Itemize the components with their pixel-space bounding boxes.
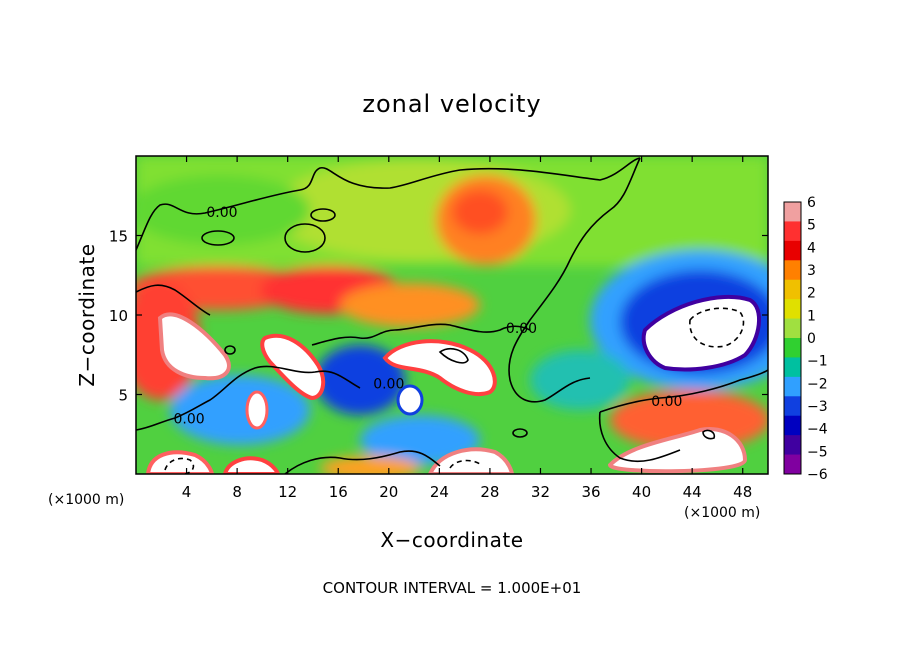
colorbar-label-9: −3 — [807, 399, 828, 415]
colorbar-segment-2 — [784, 240, 801, 261]
contour-label-0: 0.00 — [206, 205, 237, 221]
core-left — [157, 312, 231, 381]
colorbar-label-5: 1 — [807, 308, 816, 324]
y-axis-title: Z−coordinate — [75, 243, 99, 386]
zero-contour-lower-right-drop — [598, 411, 681, 463]
zero-contour-island-a — [201, 230, 235, 246]
x-tick-label-40: 40 — [632, 483, 651, 501]
colorbar-segment-11 — [784, 415, 801, 436]
zero-contours — [136, 157, 768, 474]
x-tick-label-36: 36 — [581, 483, 600, 501]
colorbar-segment-7 — [784, 338, 801, 358]
colorbar-segment-12 — [784, 435, 801, 456]
colorbar-segment-8 — [784, 357, 801, 378]
contour-labels: 0.00 0.00 0.00 0.00 0.00 — [174, 205, 683, 428]
colorbar-label-11: −5 — [807, 444, 828, 460]
negative-contour-right — [689, 307, 745, 348]
colorbar-label-0: 6 — [807, 195, 816, 211]
colorbar-segment-3 — [784, 260, 801, 281]
x-tick-label-44: 44 — [683, 483, 702, 501]
x-left-unit-label: (×1000 m) — [48, 492, 124, 508]
colorbar-label-2: 4 — [807, 240, 816, 256]
colorbar-segment-5 — [784, 299, 801, 320]
field-upper-left-green — [136, 175, 310, 245]
negative-contour-bottom-left — [164, 457, 195, 474]
core-center-left — [260, 333, 326, 401]
contour-label-2: 0.00 — [373, 377, 404, 393]
core-bottom-left — [145, 450, 215, 474]
x-tick-label-28: 28 — [480, 483, 499, 501]
field-orange-band — [340, 283, 480, 327]
chart-title: zonal velocity — [362, 90, 541, 118]
x-tick-label-24: 24 — [430, 483, 449, 501]
colorbar-label-12: −6 — [807, 467, 828, 483]
zero-contour-bottom-right — [599, 369, 768, 413]
core-bottom-8k — [222, 456, 281, 474]
colorbar-segment-6 — [784, 318, 801, 339]
y-axis-ticks: 5 10 15 — [109, 228, 768, 405]
core-right-negative — [641, 294, 762, 372]
y-tick-label-10: 10 — [109, 307, 128, 325]
y-tick-label-15: 15 — [109, 228, 128, 246]
negative-contour-bottom-center — [449, 459, 481, 469]
colorbar-label-7: −1 — [807, 354, 828, 370]
zero-contour-island-c — [310, 208, 336, 222]
colorbar-label-3: 3 — [807, 263, 816, 279]
contour-label-4: 0.00 — [174, 412, 205, 428]
y-tick-label-5: 5 — [118, 387, 128, 405]
x-tick-label-4: 4 — [182, 483, 192, 501]
field-blue-lower-left — [170, 375, 310, 445]
x-tick-label-20: 20 — [379, 483, 398, 501]
saturated-cores — [145, 294, 762, 474]
colorbar: 6 5 4 3 2 1 0 −1 −2 −3 −4 −5 −6 — [783, 195, 828, 483]
colorbar-label-8: −2 — [807, 376, 828, 392]
colorbar-segment-0 — [784, 202, 801, 222]
zero-contour-middle — [311, 323, 531, 346]
colorbar-segment-1 — [784, 221, 801, 242]
core-lower-center-small — [396, 384, 424, 416]
colorbar-segment-10 — [784, 396, 801, 417]
x-tick-label-48: 48 — [733, 483, 752, 501]
zero-contour-island-e — [512, 428, 528, 438]
field-warm-blob-top-core — [452, 190, 508, 234]
colorbar-label-6: 0 — [807, 331, 816, 347]
colorbar-segment-4 — [784, 279, 801, 300]
colorbar-label-4: 2 — [807, 286, 816, 302]
x-right-unit-label: (×1000 m) — [684, 505, 760, 521]
zero-contour-lower — [136, 365, 361, 431]
zero-contour-bottom — [284, 450, 441, 474]
x-tick-label-8: 8 — [232, 483, 242, 501]
x-tick-label-16: 16 — [329, 483, 348, 501]
zero-contour-upper — [136, 157, 641, 251]
x-tick-label-12: 12 — [278, 483, 297, 501]
core-center-right — [382, 339, 497, 397]
positive-contour-bottom-right — [702, 429, 716, 440]
core-lower-left-small — [245, 390, 269, 430]
colorbar-label-1: 5 — [807, 218, 816, 234]
positive-contour-center-right — [438, 348, 469, 364]
field-blue-center — [315, 345, 405, 415]
x-axis-title: X−coordinate — [380, 528, 523, 552]
field-orange-bottom — [320, 456, 420, 474]
colorbar-segment-9 — [784, 376, 801, 397]
zero-contour-island-b — [284, 223, 326, 253]
field-blue-bottom-mid — [360, 415, 480, 465]
contour-label-1: 0.00 — [506, 321, 537, 337]
colorbar-frame — [783, 201, 802, 475]
colorbar-label-10: −4 — [807, 422, 828, 438]
plot-area: 0.000.000.000.000.00 4 8 12 16 20 24 28 32 36 40 4… — [109, 155, 769, 501]
zero-contour-left-loop — [136, 284, 211, 316]
contour-interval-footer: CONTOUR INTERVAL = 1.000E+01 — [323, 579, 582, 597]
zero-contour-island-d — [224, 345, 236, 355]
x-tick-label-32: 32 — [531, 483, 550, 501]
contour-label-3: 0.00 — [651, 394, 682, 410]
colorbar-segment-13 — [784, 454, 801, 475]
zero-contour-spine — [508, 157, 641, 403]
x-axis-ticks: 4 8 12 16 20 24 28 32 36 40 44 48 — [182, 156, 752, 501]
